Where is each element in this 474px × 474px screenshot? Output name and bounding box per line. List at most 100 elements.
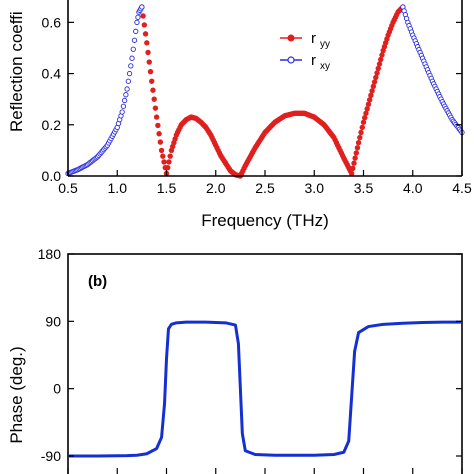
ryy-point — [156, 131, 162, 137]
ryy-point — [147, 68, 154, 75]
legend-rxy-marker — [287, 56, 295, 64]
ryy-point — [152, 105, 159, 111]
ryy-point — [371, 79, 378, 85]
rxy-point — [130, 46, 136, 52]
reflection-y-axis-title: Reflection coeffi — [7, 11, 26, 132]
ryy-point — [358, 129, 364, 136]
ryy-point — [369, 88, 375, 94]
ryy-point — [348, 170, 355, 177]
reflection-x-tick-label: 2.5 — [255, 180, 275, 196]
phase-ticks: -90 0 90 180 — [38, 246, 463, 474]
rxy-point — [129, 55, 135, 61]
ryy-point — [145, 49, 151, 56]
ryy-point — [376, 61, 383, 67]
phase-y-tick-label: 0 — [53, 381, 61, 397]
rxy-point — [123, 92, 129, 98]
reflection-plot-area — [65, 4, 465, 179]
ryy-point — [144, 40, 150, 46]
ryy-point — [150, 87, 156, 93]
ryy-point — [357, 134, 363, 141]
reflection-x-tick-label: 4.0 — [403, 180, 423, 196]
legend-rxy-subscript: xy — [320, 61, 330, 72]
ryy-point — [167, 153, 173, 159]
reflection-x-tick-label: 2.0 — [206, 180, 226, 196]
ryy-point — [151, 96, 157, 102]
phase-panel-label: (b) — [88, 273, 107, 290]
ryy-point — [362, 115, 368, 121]
ryy-point — [373, 74, 379, 81]
ryy-point — [158, 147, 165, 154]
reflection-y-tick-label: 0.4 — [42, 66, 62, 82]
ryy-point — [149, 78, 155, 84]
ryy-point — [353, 150, 359, 156]
phase-panel: -90 0 90 180 (b) Phase (deg.) — [7, 246, 463, 474]
phase-plot-area — [68, 320, 462, 458]
reflection-x-tick-label: 3.5 — [354, 180, 374, 196]
ryy-point — [360, 119, 367, 125]
ryy-point — [370, 83, 377, 90]
reflection-x-tick-label: 1.0 — [108, 180, 128, 196]
ryy-point — [368, 92, 374, 99]
ryy-point — [364, 106, 370, 112]
ryy-point — [351, 160, 357, 166]
rxy-point — [126, 70, 133, 77]
legend-ryy-subscript: yy — [320, 39, 330, 50]
rxy-point — [128, 63, 134, 69]
ryy-point — [363, 110, 369, 116]
rxy-point — [121, 97, 128, 104]
legend-rxy-label: r — [311, 52, 316, 69]
rxy-point — [134, 19, 140, 26]
reflection-ticks: 0.5 1.0 1.5 2.0 2.5 3.0 3.5 4.0 4.5 0.0 0.2 0.4 0.6 — [42, 14, 472, 196]
ryy-point — [146, 59, 152, 65]
phase-plot-frame — [67, 253, 463, 474]
reflection-x-axis-title: Frequency (THz) — [201, 211, 329, 230]
reflection-x-tick-label: 0.5 — [58, 180, 78, 196]
rxy-point — [125, 78, 131, 84]
ryy-point — [161, 159, 167, 165]
ryy-point — [375, 65, 381, 72]
rxy-point — [133, 28, 139, 34]
ryy-point — [153, 114, 160, 120]
ryy-point — [365, 101, 372, 108]
legend-ryy-marker — [287, 34, 295, 42]
ryy-point — [140, 13, 146, 19]
rxy-point — [131, 37, 138, 43]
rxy-point — [135, 14, 141, 20]
reflection-y-tick-label: 0.0 — [42, 168, 62, 184]
ryy-point — [352, 155, 358, 161]
phase-y-tick-label: 90 — [45, 313, 61, 329]
legend: r yy r xy — [280, 30, 330, 72]
ryy-point — [142, 31, 149, 37]
ryy-point — [141, 22, 148, 28]
ryy-point — [165, 164, 171, 171]
phase-y-axis-title: Phase (deg.) — [7, 346, 26, 443]
ryy-point — [350, 165, 356, 172]
reflection-y-tick-label: 0.2 — [42, 117, 62, 133]
legend-item-rxy: r xy — [280, 52, 330, 72]
reflection-x-tick-label: 1.5 — [157, 180, 177, 196]
rxy-point — [119, 109, 125, 115]
legend-ryy-label: r — [311, 30, 316, 47]
ryy-point — [374, 70, 380, 76]
reflection-y-tick-label: 0.6 — [42, 14, 62, 30]
phase-line — [68, 320, 462, 458]
legend-item-ryy: r yy — [280, 30, 330, 50]
ryy-point — [166, 159, 172, 165]
ryy-point — [359, 124, 365, 131]
ryy-point — [366, 97, 373, 103]
ryy-point — [379, 52, 385, 58]
ryy-point — [155, 122, 161, 129]
phase-y-tick-label: 180 — [38, 246, 62, 262]
rxy-point — [139, 4, 145, 10]
ryy-point — [354, 145, 361, 151]
ryy-point — [157, 139, 164, 145]
rxy-point — [120, 103, 127, 109]
phase-y-tick-label: -90 — [41, 448, 61, 464]
reflection-x-tick-label: 3.0 — [305, 180, 325, 196]
ryy-point — [160, 153, 166, 159]
reflection-x-tick-label: 4.5 — [452, 180, 472, 196]
rxy-point — [124, 86, 130, 92]
reflection-panel: 0.5 1.0 1.5 2.0 2.5 3.0 3.5 4.0 4.50.00.20.40.6 … — [7, 0, 472, 230]
ryy-point — [378, 56, 384, 63]
